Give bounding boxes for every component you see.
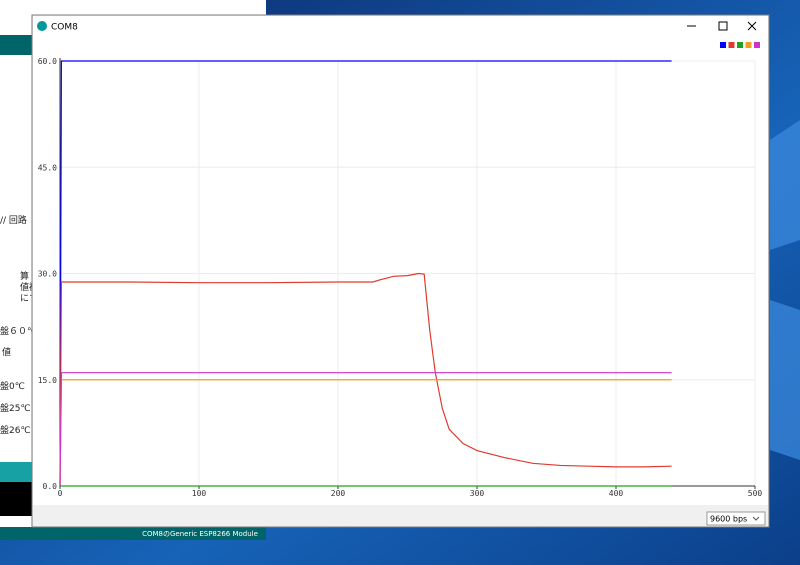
series-line bbox=[59, 372, 672, 487]
series-line bbox=[59, 60, 672, 487]
window-title: COM8 bbox=[51, 23, 78, 33]
legend-swatch bbox=[720, 42, 726, 48]
ide-status bbox=[0, 527, 266, 540]
x-tick-label: 0 bbox=[58, 489, 63, 498]
title-bar bbox=[33, 16, 768, 38]
y-tick-label: 15.0 bbox=[38, 376, 57, 385]
legend-swatch bbox=[745, 42, 752, 48]
code-fragment: 値 bbox=[2, 346, 11, 358]
x-tick-label: 500 bbox=[748, 489, 763, 498]
code-fragment: 盤0℃ bbox=[0, 380, 25, 392]
x-tick-label: 400 bbox=[609, 489, 624, 498]
legend-swatch bbox=[754, 42, 760, 48]
plot-panel bbox=[33, 38, 768, 505]
baud-select[interactable] bbox=[706, 511, 766, 526]
app-icon bbox=[37, 21, 47, 31]
logo-pane bbox=[770, 300, 800, 460]
code-fragment: 盤25℃ bbox=[0, 402, 31, 414]
baud-text: 9600 bps bbox=[710, 515, 747, 524]
series-line bbox=[59, 272, 672, 487]
y-tick-label: 45.0 bbox=[38, 163, 57, 172]
y-tick-label: 30.0 bbox=[38, 270, 57, 279]
dropdown-arrow bbox=[752, 516, 760, 521]
x-tick-label: 100 bbox=[192, 489, 207, 498]
legend-swatch bbox=[737, 42, 743, 48]
close-button[interactable] bbox=[747, 21, 757, 31]
series-line bbox=[59, 379, 672, 487]
legend-swatch bbox=[728, 42, 735, 48]
code-fragment: 盤26℃ bbox=[0, 424, 31, 436]
code-fragment: 算 bbox=[20, 270, 29, 282]
ide-status-text: COM8のGeneric ESP8266 Module bbox=[142, 530, 258, 538]
code-fragment: // 回路 bbox=[0, 214, 27, 226]
y-tick-label: 60.0 bbox=[38, 57, 57, 66]
logo-pane bbox=[770, 120, 800, 250]
maximize-button[interactable] bbox=[718, 21, 728, 31]
code-fragment: 盤６０℃ bbox=[0, 325, 37, 337]
y-tick-label: 0.0 bbox=[43, 482, 58, 491]
x-tick-label: 200 bbox=[331, 489, 346, 498]
x-tick-label: 300 bbox=[470, 489, 485, 498]
